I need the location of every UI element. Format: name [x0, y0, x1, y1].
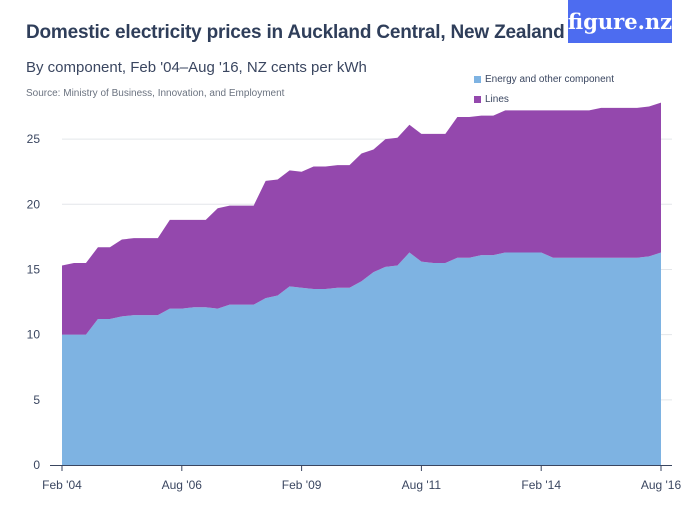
x-tick-label: Aug '16: [641, 478, 682, 492]
x-tick-label: Aug '06: [162, 478, 203, 492]
figure-nz-logo[interactable]: figure.nz: [568, 0, 672, 43]
legend-label-lines: Lines: [485, 93, 509, 105]
chart-source: Source: Ministry of Business, Innovation…: [26, 88, 285, 99]
area-energy-and-other: [62, 252, 661, 465]
y-tick-label: 20: [27, 197, 41, 211]
y-tick-label: 10: [27, 328, 41, 342]
x-tick-label: Feb '14: [521, 478, 561, 492]
legend-swatch-lines: [474, 95, 481, 103]
legend-item-energy: Energy and other component: [474, 69, 614, 89]
legend-label-energy: Energy and other component: [485, 73, 614, 85]
legend-item-lines: Lines: [474, 89, 614, 109]
chart-legend: Energy and other component Lines: [474, 69, 614, 109]
chart-areas: [62, 102, 661, 465]
area-lines: [62, 102, 661, 335]
y-tick-label: 15: [27, 262, 41, 276]
y-tick-label: 5: [33, 393, 40, 407]
chart-axes: 0 5 10 15 20 25 Feb '04 Aug '06 Feb '09 Aug '11 Fe…: [27, 132, 682, 492]
legend-swatch-energy: [474, 75, 481, 83]
chart-subtitle: By component, Feb '04–Aug '16, NZ cents …: [26, 59, 367, 76]
x-tick-label: Feb '09: [282, 478, 322, 492]
chart-title: Domestic electricity prices in Auckland …: [26, 22, 565, 43]
y-tick-label: 0: [33, 458, 40, 472]
x-tick-label: Feb '04: [42, 478, 82, 492]
x-tick-label: Aug '11: [402, 478, 442, 492]
y-tick-label: 25: [27, 132, 41, 146]
